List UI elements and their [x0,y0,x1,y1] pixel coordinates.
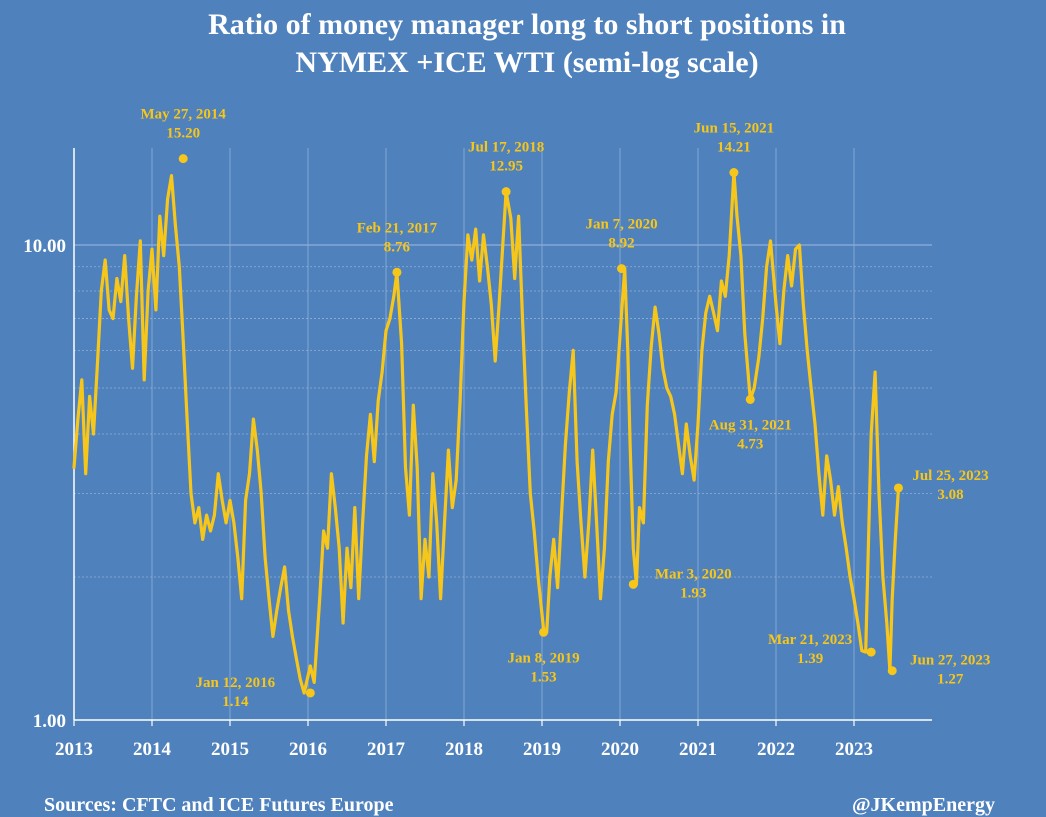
annotation-marker [617,264,627,274]
x-tick-label: 2022 [757,739,795,760]
marker-group [178,154,903,698]
x-tick-label: 2018 [445,739,483,760]
x-tick-label: 2019 [523,739,561,760]
annotation-group: May 27, 2014 15.20 Jan 12, 2016 1.14 Feb 21,… [140,107,990,710]
annotation-date: Mar 3, 2020 [655,566,732,582]
annotation-date: Feb 21, 2017 [357,220,438,236]
annotation-date: Jan 7, 2020 [586,217,658,233]
annotation-marker [729,168,739,178]
annotation-marker [392,267,402,277]
annotation-date: Mar 21, 2023 [768,632,852,648]
annotation-value: 14.21 [717,140,751,156]
source-note: Sources: CFTC and ICE Futures Europe [44,794,394,816]
x-tick-label: 2014 [133,739,172,760]
annotation-marker [866,647,876,657]
annotation-marker [893,483,903,493]
annotation-value: 1.39 [797,651,823,667]
chart-title-line-1: Ratio of money manager long to short pos… [208,8,846,41]
annotation-marker [501,187,511,197]
x-tick-label: 2021 [679,739,717,760]
y-tick-label: 10.00 [23,236,66,257]
x-tick-label: 2017 [367,739,406,760]
axes: 2013 2014 2015 2016 2017 2018 2019 2020 2021 2022… [23,148,932,760]
annotation-date: Jun 15, 2021 [694,121,774,137]
annotation-date: May 27, 2014 [140,107,226,123]
x-tick-label: 2015 [211,739,249,760]
annotation-date: Jul 17, 2018 [468,140,544,156]
x-tick-label: 2013 [55,739,93,760]
annotation-marker [178,154,188,164]
annotation-marker [887,666,897,676]
series-group [72,170,901,695]
annotation-value: 8.92 [608,236,634,252]
annotation-date: Jan 8, 2019 [508,650,580,666]
annotation-value: 1.53 [530,669,556,685]
x-tick-label: 2020 [601,739,639,760]
annotation-value: 8.76 [384,239,411,255]
annotation-date: Aug 31, 2021 [709,417,792,433]
annotation-value: 1.14 [222,694,249,710]
annotation-value: 1.93 [680,585,706,601]
annotation-date: Jan 12, 2016 [196,675,276,691]
annotation-value: 3.08 [937,487,963,503]
annotation-marker [745,394,755,404]
annotation-date: Jul 25, 2023 [912,468,988,484]
annotation-marker [628,579,638,589]
annotation-value: 1.27 [937,672,964,688]
annotation-marker [539,627,549,637]
annotation-value: 4.73 [737,436,763,452]
annotation-value: 15.20 [166,126,200,142]
annotation-date: Jun 27, 2023 [910,653,990,669]
series-line [72,170,901,695]
annotation-marker [305,688,315,698]
credit-handle: @JKempEnergy [852,794,995,816]
y-tick-label: 1.00 [33,711,66,732]
annotation-value: 12.95 [489,159,523,175]
x-tick-label: 2016 [289,739,327,760]
chart-title-line-2: NYMEX +ICE WTI (semi-log scale) [295,46,758,79]
x-tick-label: 2023 [835,739,873,760]
